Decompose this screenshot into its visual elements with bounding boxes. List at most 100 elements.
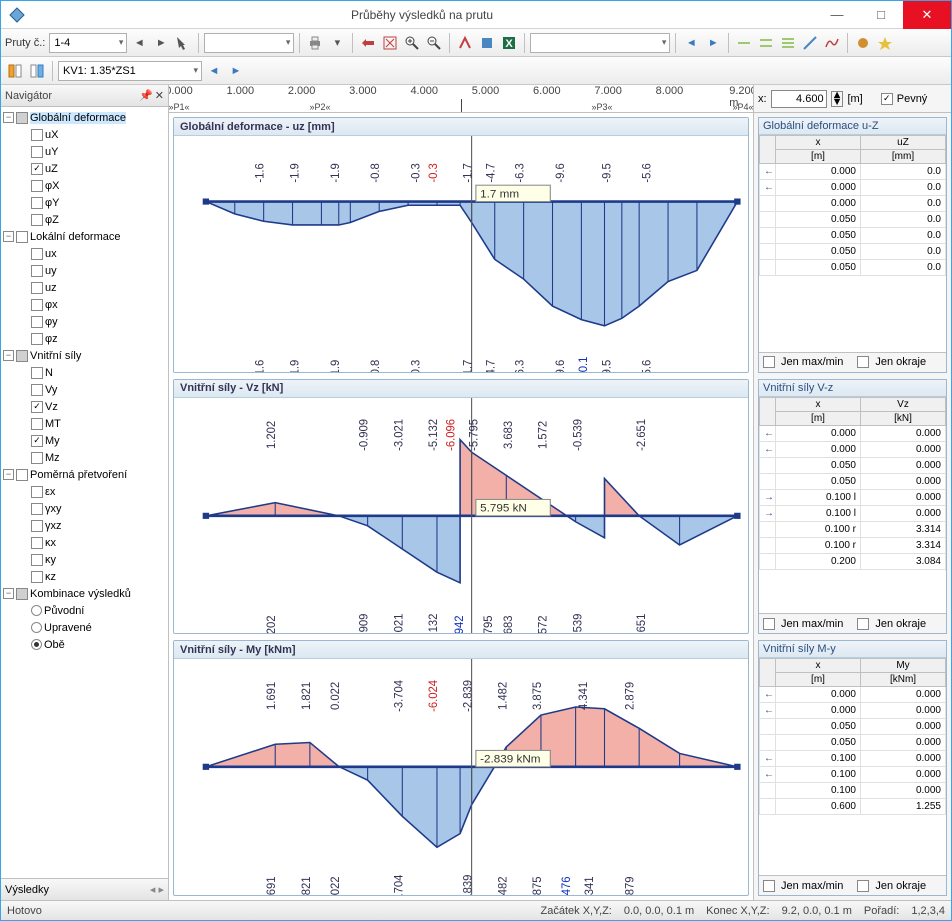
table-scroll[interactable]: xVz[m][kN]←0.0000.000←0.0000.0000.0500.0…	[759, 397, 946, 614]
tree-checkbox[interactable]	[31, 367, 43, 379]
view-icon-1[interactable]	[734, 33, 754, 53]
tree-checkbox[interactable]	[31, 333, 43, 345]
prev-loadcase-icon[interactable]: ◄	[204, 61, 224, 81]
table-row[interactable]: ←0.0000.000	[760, 687, 946, 703]
group-checkbox[interactable]	[16, 112, 28, 124]
panel-icon-2[interactable]	[27, 61, 47, 81]
tool-icon-1[interactable]	[358, 33, 378, 53]
tree-checkbox[interactable]	[31, 163, 43, 175]
tree-checkbox[interactable]	[31, 418, 43, 430]
tree-radio[interactable]	[31, 605, 42, 616]
table-row[interactable]: 0.100 r3.314	[760, 521, 946, 537]
panel-icon-1[interactable]	[5, 61, 25, 81]
tree-checkbox[interactable]	[31, 197, 43, 209]
tree-item[interactable]: φz	[31, 330, 166, 347]
tree-checkbox[interactable]	[31, 503, 43, 515]
table-row[interactable]: 0.1000.000	[760, 783, 946, 799]
table-row[interactable]: 0.2003.084	[760, 553, 946, 569]
tree-group[interactable]: −Kombinace výsledků	[3, 585, 166, 602]
chart-body[interactable]: -2.839 kNm1.6911.8210.022-3.704-6.024-2.…	[174, 659, 748, 895]
zoom-out-icon[interactable]	[424, 33, 444, 53]
tree-item[interactable]: Upravené	[31, 619, 166, 636]
tree-item[interactable]: φX	[31, 177, 166, 194]
tree-checkbox[interactable]	[31, 486, 43, 498]
table-row[interactable]: ←0.1000.000	[760, 751, 946, 767]
tree-item[interactable]: Vy	[31, 381, 166, 398]
group-checkbox[interactable]	[16, 231, 28, 243]
pick-member-icon[interactable]	[173, 33, 193, 53]
tree-checkbox[interactable]	[31, 452, 43, 464]
table-row[interactable]: ←0.0000.0	[760, 180, 946, 196]
tree-checkbox[interactable]	[31, 554, 43, 566]
tree-group[interactable]: −Globální deformace	[3, 109, 166, 126]
next-loadcase-icon[interactable]: ►	[226, 61, 246, 81]
tree-item[interactable]: MT	[31, 415, 166, 432]
edges-checkbox[interactable]	[857, 880, 869, 892]
tree-item[interactable]: εx	[31, 483, 166, 500]
table-row[interactable]: ←0.1000.000	[760, 767, 946, 783]
close-button[interactable]: ✕	[903, 1, 951, 29]
view-icon-5[interactable]	[822, 33, 842, 53]
expand-icon[interactable]: −	[3, 588, 14, 599]
table-row[interactable]: 0.0500.0	[760, 228, 946, 244]
group-checkbox[interactable]	[16, 350, 28, 362]
view-icon-3[interactable]	[778, 33, 798, 53]
edges-checkbox[interactable]	[857, 618, 869, 630]
tree-item[interactable]: κx	[31, 534, 166, 551]
filter-combo[interactable]	[204, 33, 294, 53]
table-scroll[interactable]: xMy[m][kNm]←0.0000.000←0.0000.0000.0500.…	[759, 658, 946, 875]
table-row[interactable]: 0.0500.000	[760, 735, 946, 751]
table-row[interactable]: 0.0500.000	[760, 719, 946, 735]
tree-group[interactable]: −Lokální deformace	[3, 228, 166, 245]
table-row[interactable]: 0.0000.0	[760, 196, 946, 212]
edges-checkbox[interactable]	[857, 356, 869, 368]
tree-item[interactable]: Mz	[31, 449, 166, 466]
tool-icon-3[interactable]	[455, 33, 475, 53]
group-checkbox[interactable]	[16, 588, 28, 600]
view-icon-2[interactable]	[756, 33, 776, 53]
prev-member-icon[interactable]: ◄	[129, 33, 149, 53]
loadcase-combo[interactable]: KV1: 1.35*ZS1	[58, 61, 202, 81]
table-row[interactable]: 0.100 r3.314	[760, 537, 946, 553]
tree-item[interactable]: uy	[31, 262, 166, 279]
maxmin-checkbox[interactable]	[763, 356, 775, 368]
close-panel-icon[interactable]: ✕	[155, 89, 164, 102]
tree-item[interactable]: φZ	[31, 211, 166, 228]
table-scroll[interactable]: xuZ[m][mm]←0.0000.0←0.0000.00.0000.00.05…	[759, 135, 946, 352]
tool-icon-2[interactable]	[380, 33, 400, 53]
tool-icon-4[interactable]	[477, 33, 497, 53]
tree-item[interactable]: γxy	[31, 500, 166, 517]
minimize-button[interactable]: —	[815, 1, 859, 29]
table-row[interactable]: ←0.0000.000	[760, 441, 946, 457]
tree-checkbox[interactable]	[31, 537, 43, 549]
next-member-icon[interactable]: ►	[151, 33, 171, 53]
tree-checkbox[interactable]	[31, 520, 43, 532]
tree-checkbox[interactable]	[31, 571, 43, 583]
tree-checkbox[interactable]	[31, 316, 43, 328]
maxmin-checkbox[interactable]	[763, 880, 775, 892]
tree-item[interactable]: φy	[31, 313, 166, 330]
tree-checkbox[interactable]	[31, 384, 43, 396]
table-row[interactable]: 0.0500.0	[760, 212, 946, 228]
table-row[interactable]: ←0.0000.000	[760, 425, 946, 441]
tree-checkbox[interactable]	[31, 299, 43, 311]
table-row[interactable]: 0.0500.000	[760, 473, 946, 489]
printer-dropdown-icon[interactable]: ▾	[327, 33, 347, 53]
x-stepper[interactable]: ▲▼	[831, 91, 844, 107]
tree-group[interactable]: −Poměrná přetvoření	[3, 466, 166, 483]
tree-item[interactable]: uz	[31, 279, 166, 296]
member-combo[interactable]: 1-4	[49, 33, 127, 53]
tree-item[interactable]: N	[31, 364, 166, 381]
tree-item[interactable]: uZ	[31, 160, 166, 177]
tree-item[interactable]: Původní	[31, 602, 166, 619]
tree-checkbox[interactable]	[31, 265, 43, 277]
maxmin-checkbox[interactable]	[763, 618, 775, 630]
table-row[interactable]: 0.6001.255	[760, 799, 946, 815]
nav-next-icon[interactable]: ►	[703, 33, 723, 53]
tree-item[interactable]: Obě	[31, 636, 166, 653]
print-icon[interactable]	[305, 33, 325, 53]
tree-checkbox[interactable]	[31, 146, 43, 158]
expand-icon[interactable]: −	[3, 112, 14, 123]
expand-icon[interactable]: −	[3, 231, 14, 242]
table-row[interactable]: →0.100 l0.000	[760, 505, 946, 521]
